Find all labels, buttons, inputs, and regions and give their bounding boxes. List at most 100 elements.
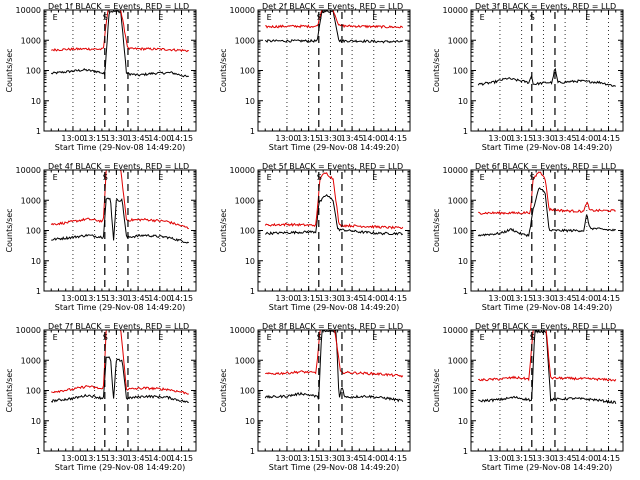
x-tick-label: 13:15 <box>510 294 533 303</box>
marker-label-s: S <box>103 13 108 22</box>
x-tick-label: 13:45 <box>554 134 577 143</box>
plot-frame <box>470 9 624 132</box>
x-tick-label: 13:15 <box>297 454 320 463</box>
chart-panel-8: Det 8f BLACK = Events, RED = LLD E S E 1 10 10… <box>219 322 411 472</box>
x-tick-label: 13:15 <box>510 454 533 463</box>
x-tick-label: 13:00 <box>275 134 298 143</box>
y-tick-label: 1000 <box>235 36 255 45</box>
panel-title: Det 8f BLACK = Events, RED = LLD <box>262 322 403 331</box>
marker-label-e1: E <box>480 333 485 342</box>
y-tick-label: 1000 <box>21 196 41 205</box>
panel-title: Det 6f BLACK = Events, RED = LLD <box>475 162 616 171</box>
y-tick-label: 10000 <box>230 326 255 335</box>
y-tick-label: 10000 <box>230 6 255 15</box>
x-tick-label: 13:30 <box>319 454 342 463</box>
panel-title: Det 1f BLACK = Events, RED = LLD <box>48 2 189 11</box>
marker-label-s: S <box>530 173 535 182</box>
x-tick-label: 14:15 <box>597 454 620 463</box>
y-tick-label: 10000 <box>16 6 41 15</box>
x-tick-label: 14:00 <box>148 134 171 143</box>
marker-label-e2: E <box>372 173 377 182</box>
x-tick-label: 13:15 <box>510 134 533 143</box>
marker-label-s: S <box>103 173 108 182</box>
y-axis-label: Counts/sec <box>5 48 14 92</box>
x-tick-label: 13:45 <box>127 294 150 303</box>
x-tick-label: 13:00 <box>275 454 298 463</box>
y-tick-label: 10 <box>245 417 255 426</box>
chart-panel-3: Det 3f BLACK = Events, RED = LLD E S E 1 10 10… <box>432 2 624 152</box>
x-tick-label: 13:00 <box>61 294 84 303</box>
x-tick-label: 14:00 <box>575 454 598 463</box>
chart-panel-6: Det 6f BLACK = Events, RED = LLD E S E 1 10 10… <box>432 162 624 312</box>
y-tick-label: 10 <box>458 417 468 426</box>
x-tick-label: 13:45 <box>341 454 364 463</box>
marker-label-e1: E <box>267 333 272 342</box>
x-axis-label: Start Time (29-Nov-08 14:49:20) <box>482 143 612 152</box>
chart-panel-7: Det 7f BLACK = Events, RED = LLD E S E 1 10 10… <box>5 322 197 472</box>
y-tick-label: 1000 <box>235 356 255 365</box>
x-tick-label: 14:00 <box>362 454 385 463</box>
x-tick-label: 13:30 <box>532 294 555 303</box>
marker-label-e1: E <box>480 173 485 182</box>
events-series-line <box>478 329 617 404</box>
lld-series-line <box>265 329 404 378</box>
y-tick-label: 10 <box>458 97 468 106</box>
x-axis-label: Start Time (29-Nov-08 14:49:20) <box>269 303 399 312</box>
x-tick-label: 13:15 <box>83 134 106 143</box>
events-series-line <box>264 329 404 403</box>
x-axis-label: Start Time (29-Nov-08 14:49:20) <box>55 303 185 312</box>
marker-label-e1: E <box>53 173 58 182</box>
events-series-line <box>477 67 616 87</box>
x-tick-label: 14:15 <box>384 294 407 303</box>
x-tick-label: 14:00 <box>362 294 385 303</box>
x-tick-label: 13:30 <box>532 134 555 143</box>
y-tick-label: 1 <box>36 127 41 136</box>
x-axis-label: Start Time (29-Nov-08 14:49:20) <box>55 143 185 152</box>
y-tick-label: 1000 <box>448 356 468 365</box>
x-tick-label: 14:15 <box>384 454 407 463</box>
marker-label-e2: E <box>585 333 590 342</box>
y-tick-label: 1 <box>36 287 41 296</box>
y-tick-label: 10000 <box>443 326 468 335</box>
y-axis-label: Counts/sec <box>432 368 441 412</box>
y-tick-label: 100 <box>240 227 255 236</box>
x-tick-label: 13:00 <box>488 134 511 143</box>
y-tick-label: 10000 <box>16 326 41 335</box>
x-tick-label: 13:00 <box>488 454 511 463</box>
marker-label-s: S <box>317 173 322 182</box>
y-tick-label: 1000 <box>21 36 41 45</box>
y-tick-label: 1 <box>463 127 468 136</box>
x-tick-label: 13:45 <box>341 134 364 143</box>
y-tick-label: 10000 <box>443 166 468 175</box>
y-axis-label: Counts/sec <box>5 208 14 252</box>
x-tick-label: 14:15 <box>170 134 193 143</box>
marker-label-e2: E <box>158 13 163 22</box>
lld-series-line <box>51 329 189 395</box>
y-tick-label: 1000 <box>448 196 468 205</box>
marker-label-s: S <box>317 13 322 22</box>
y-tick-label: 1 <box>463 287 468 296</box>
events-series-line <box>51 197 190 244</box>
y-tick-label: 100 <box>240 67 255 76</box>
y-axis-label: Counts/sec <box>432 48 441 92</box>
marker-label-e1: E <box>53 13 58 22</box>
chart-panel-4: Det 4f BLACK = Events, RED = LLD E S E 1 10 10… <box>5 162 197 312</box>
lld-series-line <box>478 171 616 216</box>
y-tick-label: 1000 <box>21 356 41 365</box>
panel-title: Det 4f BLACK = Events, RED = LLD <box>48 162 189 171</box>
y-axis-label: Counts/sec <box>219 368 228 412</box>
x-tick-label: 13:15 <box>297 134 320 143</box>
x-axis-label: Start Time (29-Nov-08 14:49:20) <box>269 143 399 152</box>
y-axis-label: Counts/sec <box>432 208 441 252</box>
panel-title: Det 3f BLACK = Events, RED = LLD <box>475 2 616 11</box>
y-tick-label: 10 <box>31 257 41 266</box>
events-series-line <box>477 187 616 238</box>
marker-label-e2: E <box>372 13 377 22</box>
events-series-line <box>264 194 404 236</box>
x-tick-label: 14:00 <box>148 294 171 303</box>
x-tick-label: 13:15 <box>83 454 106 463</box>
plot-frame <box>257 329 411 452</box>
plot-frame <box>43 169 197 292</box>
x-axis-label: Start Time (29-Nov-08 14:49:20) <box>269 463 399 472</box>
